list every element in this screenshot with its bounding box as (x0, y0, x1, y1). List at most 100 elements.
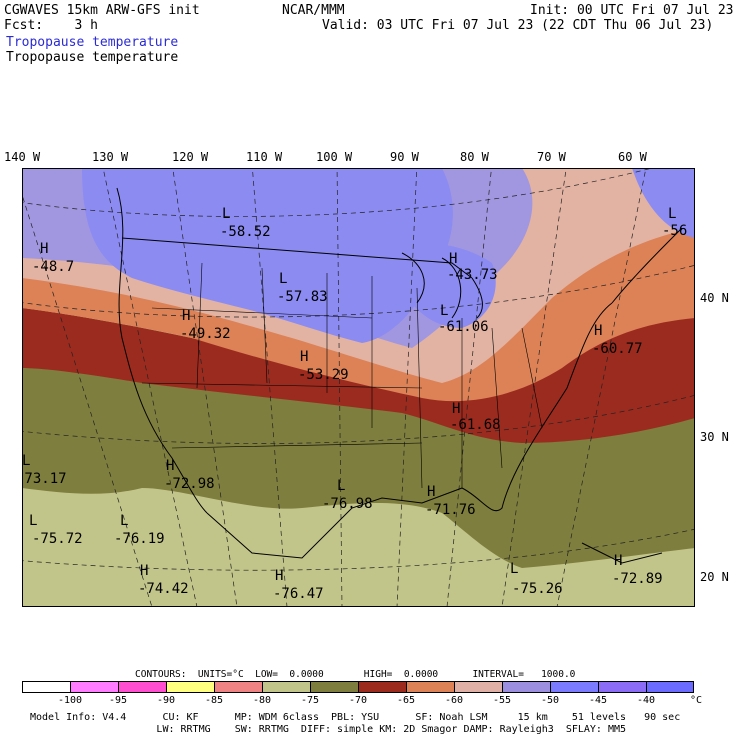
colorbar-tick-label: -55 (492, 695, 512, 706)
model-info-line2: LW: RRTMG SW: RRTMG DIFF: simple KM: 2D … (30, 724, 627, 735)
extremum-letter-value: -48.7 (32, 259, 74, 275)
colorbar-swatch (118, 681, 166, 693)
colorbar-swatch (502, 681, 550, 693)
lon-label: 90 W (390, 150, 419, 164)
contour-info: CONTOURS: UNITS=°C LOW= 0.0000 HIGH= 0.0… (135, 669, 576, 680)
colorbar-tick-label: -50 (540, 695, 560, 706)
colorbar-tick-label: -85 (204, 695, 224, 706)
band-blue (82, 168, 453, 343)
lon-label: 110 W (246, 150, 283, 164)
band-blue-lakes (402, 244, 496, 328)
lon-label: 100 W (316, 150, 353, 164)
extremum-value: -74.42 (138, 581, 189, 597)
map-frame (22, 168, 695, 607)
extremum-value: -49.32 (180, 326, 231, 342)
extremum-value: -53.29 (298, 367, 349, 383)
extremum-value: -76.47 (273, 586, 324, 602)
extremum-letter: H (449, 251, 457, 267)
forecast-hour: Fcst: 3 h (4, 18, 98, 33)
tropopause-map: L -58.52 H -48.7 L -57.83 H -49.32 H -53… (22, 168, 695, 607)
lon-label: 70 W (537, 150, 566, 164)
extremum-letter: H (166, 458, 174, 474)
extremum-letter: L (279, 271, 287, 287)
extremum-letter: L (510, 561, 518, 577)
colorbar-swatch (70, 681, 118, 693)
colorbar-tick-label: -40 (636, 695, 656, 706)
band-red (22, 308, 695, 443)
coastlines (116, 187, 683, 564)
extremum-letter: H (300, 349, 308, 365)
colorbar-swatch (550, 681, 598, 693)
lon-label: 120 W (172, 150, 209, 164)
extremum-letter: L (440, 303, 448, 319)
extremum-letter: H (140, 563, 148, 579)
extremum-value: -73.17 (22, 471, 67, 487)
extremum-letter: L (29, 513, 37, 529)
extremum-value: -76.98 (322, 496, 373, 512)
colorbar-tick-label: -100 (57, 695, 83, 706)
lat-label: 20 N (700, 570, 729, 584)
lon-label: 60 W (618, 150, 647, 164)
colorbar-unit: °C (689, 695, 703, 706)
colorbar-tick-label: -80 (252, 695, 272, 706)
extremum-letter: L (22, 453, 30, 469)
extremum-letter: H (452, 401, 460, 417)
extremum-letter: H (594, 323, 602, 339)
model-title: CGWAVES 15km ARW-GFS init (4, 3, 200, 18)
field-title-black: Tropopause temperature (6, 50, 179, 65)
extremum-letter: L (222, 206, 230, 222)
extremum-value: -71.76 (425, 502, 476, 518)
colorbar-swatch (262, 681, 310, 693)
colorbar (22, 681, 694, 693)
extremum-letter: H (40, 241, 48, 257)
extremum-letter: H (275, 568, 283, 584)
extremum-letter: L (337, 478, 345, 494)
colorbar-swatch (406, 681, 454, 693)
colorbar-tick-label: -65 (396, 695, 416, 706)
colorbar-swatch (214, 681, 262, 693)
extremum-letter: L (668, 206, 676, 222)
lat-label: 30 N (700, 430, 729, 444)
state-borders (141, 262, 543, 489)
extremum-letter: H (427, 484, 435, 500)
extremum-value: -75.72 (32, 531, 83, 547)
colorbar-tick-label: -70 (348, 695, 368, 706)
colorbar-swatch (310, 681, 358, 693)
graticule (22, 168, 695, 607)
extremum-value: -72.89 (612, 571, 663, 587)
extremum-letter: H (182, 308, 190, 324)
band-orange (22, 218, 695, 402)
colorbar-tick-label: -60 (444, 695, 464, 706)
init-time: Init: 00 UTC Fri 07 Jul 23 (530, 3, 734, 18)
lon-label: 140 W (4, 150, 41, 164)
colorbar-tick-label: -75 (300, 695, 320, 706)
extremum-value: -58.52 (220, 224, 271, 240)
org-label: NCAR/MMM (282, 3, 345, 18)
colorbar-tick-label: -90 (156, 695, 176, 706)
extremum-value: -72.98 (164, 476, 215, 492)
extremum-value: -76.19 (114, 531, 165, 547)
band-blue-northeast (632, 168, 695, 238)
extremum-value: -56 (662, 223, 687, 239)
model-info-line1: Model Info: V4.4 CU: KF MP: WDM 6class P… (30, 712, 681, 723)
colorbar-swatch (646, 681, 694, 693)
field-title-blue: Tropopause temperature (6, 35, 179, 50)
extremum-value: -60.77 (592, 341, 643, 357)
colorbar-swatch (358, 681, 406, 693)
colorbar-swatch (598, 681, 646, 693)
extremum-value: -57.83 (277, 289, 328, 305)
extremum-value: -61.06 (438, 319, 489, 335)
extremum-letter: L (120, 513, 128, 529)
extremum-value: -75.26 (512, 581, 563, 597)
colorbar-swatch (166, 681, 214, 693)
colorbar-swatch (454, 681, 502, 693)
colorbar-tick-label: -95 (108, 695, 128, 706)
valid-time: Valid: 03 UTC Fri 07 Jul 23 (22 CDT Thu … (322, 18, 714, 33)
colorbar-swatch (22, 681, 70, 693)
extrema-labels: L -58.52 H -48.7 L -57.83 H -49.32 H -53… (22, 206, 687, 602)
extremum-value: -61.68 (450, 417, 501, 433)
extremum-value: -43.73 (447, 267, 498, 283)
colorbar-tick-label: -45 (588, 695, 608, 706)
lat-label: 40 N (700, 291, 729, 305)
lon-label: 80 W (460, 150, 489, 164)
